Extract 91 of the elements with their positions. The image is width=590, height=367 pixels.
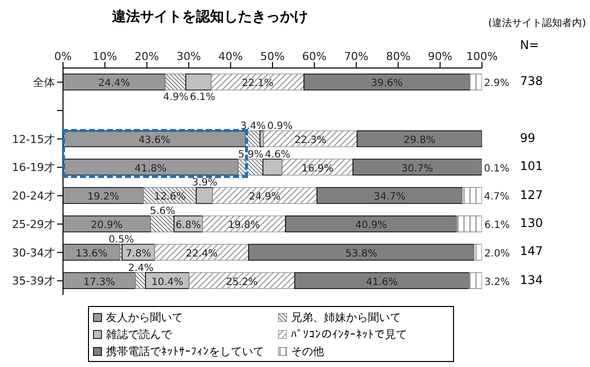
data-label: 19.2% bbox=[87, 192, 120, 203]
bar bbox=[210, 74, 304, 90]
data-label: 0.9% bbox=[267, 120, 293, 132]
data-label: 17.3% bbox=[83, 276, 116, 288]
data-label: 20.9% bbox=[90, 220, 123, 232]
legend-label: 友人から聞いて bbox=[106, 310, 183, 325]
data-label: 2.9% bbox=[484, 78, 510, 90]
data-label: 0.5% bbox=[108, 234, 134, 246]
data-label: 3.2% bbox=[484, 276, 510, 288]
bar bbox=[154, 244, 250, 261]
x-tick-label: 60% bbox=[302, 50, 327, 63]
x-tick-label: 90% bbox=[428, 50, 452, 63]
data-label: 41.6% bbox=[366, 276, 398, 288]
bar bbox=[196, 187, 213, 204]
y-tick-label: 全体 bbox=[33, 76, 55, 90]
bar bbox=[238, 158, 264, 176]
bar bbox=[202, 215, 286, 232]
x-tick-label: 50% bbox=[260, 50, 285, 63]
data-label: 19.8% bbox=[228, 220, 260, 232]
data-label: 5.6% bbox=[150, 206, 176, 218]
legend-label: 携帯電話でﾈｯﾄｻｰﾌｨﾝをしていて bbox=[106, 344, 264, 359]
x-tick-label: 0% bbox=[54, 50, 72, 63]
data-label: 4.7% bbox=[484, 192, 510, 203]
bar bbox=[352, 158, 482, 176]
y-tick-label: 25-29才 bbox=[12, 218, 55, 231]
legend-label: その他 bbox=[291, 344, 324, 359]
data-label: 12.6% bbox=[154, 192, 186, 203]
y-tick-label: 12-15才 bbox=[12, 132, 55, 146]
data-label: 22.3% bbox=[294, 134, 326, 146]
data-label: 22.4% bbox=[186, 248, 218, 260]
x-tick-label: 20% bbox=[134, 50, 160, 63]
x-tick-label: 30% bbox=[176, 50, 201, 63]
text: 99 bbox=[520, 130, 536, 145]
bar bbox=[164, 74, 186, 90]
y-tick-label: 30-34才 bbox=[12, 246, 55, 260]
data-label: 3.4% bbox=[240, 120, 266, 132]
data-label: 7.8% bbox=[126, 248, 152, 260]
text: (違法サイト認知者内) bbox=[488, 16, 586, 30]
data-label: 13.6% bbox=[76, 248, 108, 260]
y-tick-label: 35-39才 bbox=[12, 274, 55, 288]
data-label: 3.9% bbox=[192, 178, 218, 189]
bar bbox=[212, 187, 318, 204]
x-tick-label: 10% bbox=[92, 50, 118, 63]
x-tick-label: 40% bbox=[218, 50, 243, 63]
x-tick-label: 70% bbox=[344, 50, 369, 63]
text: N= bbox=[520, 38, 540, 52]
text: 147 bbox=[520, 244, 543, 258]
data-label: 0.1% bbox=[484, 163, 510, 174]
bar bbox=[188, 272, 296, 290]
data-label: 24.4% bbox=[98, 78, 130, 90]
text: 127 bbox=[520, 188, 543, 202]
data-label: 39.6% bbox=[370, 78, 403, 90]
y-tick-label: 16-19才 bbox=[12, 161, 55, 174]
data-label: 4.9% bbox=[163, 92, 189, 104]
data-label: 2.4% bbox=[128, 262, 154, 274]
data-label: 40.9% bbox=[355, 220, 388, 232]
bar bbox=[150, 215, 174, 232]
bar bbox=[356, 130, 482, 148]
bar bbox=[185, 74, 212, 90]
data-label: 6.8% bbox=[176, 220, 201, 232]
y-tick-label: 20-24才 bbox=[12, 190, 55, 203]
bar bbox=[135, 272, 146, 290]
text: 738 bbox=[520, 74, 543, 88]
bar bbox=[263, 130, 358, 148]
data-label: 30.7% bbox=[401, 163, 434, 174]
data-label: 2.0% bbox=[484, 248, 510, 260]
text: 134 bbox=[520, 272, 543, 287]
data-label: 34.7% bbox=[374, 192, 406, 203]
data-label: 29.8% bbox=[404, 134, 436, 146]
data-label: 53.8% bbox=[345, 248, 378, 260]
legend-label: 兄弟、姉妹から聞いて bbox=[291, 310, 401, 325]
data-label: 6.1% bbox=[190, 92, 216, 104]
data-label: 6.1% bbox=[484, 220, 510, 232]
x-tick-label: 80% bbox=[386, 50, 410, 63]
data-label: 10.4% bbox=[151, 276, 184, 288]
chart-title: 違法サイトを認知したきっかけ bbox=[111, 8, 309, 26]
text: 101 bbox=[520, 159, 543, 174]
data-label: 4.6% bbox=[264, 149, 290, 160]
data-label: 24.9% bbox=[248, 192, 281, 203]
x-tick-label: 100% bbox=[466, 50, 498, 63]
text: 130 bbox=[520, 216, 543, 230]
legend-label: ﾊﾟｿｺﾝのｲﾝﾀｰﾈｯﾄで見て bbox=[291, 327, 407, 342]
bar bbox=[282, 158, 354, 176]
data-label: 5.9% bbox=[238, 149, 264, 160]
data-label: 22.1% bbox=[242, 78, 274, 90]
data-label: 25.2% bbox=[226, 276, 258, 288]
data-label: 41.8% bbox=[134, 163, 166, 174]
bar bbox=[262, 158, 283, 176]
data-label: 43.6% bbox=[138, 134, 170, 146]
legend-label: 雑誌で読んで bbox=[106, 327, 172, 342]
data-label: 16.9% bbox=[302, 163, 334, 174]
